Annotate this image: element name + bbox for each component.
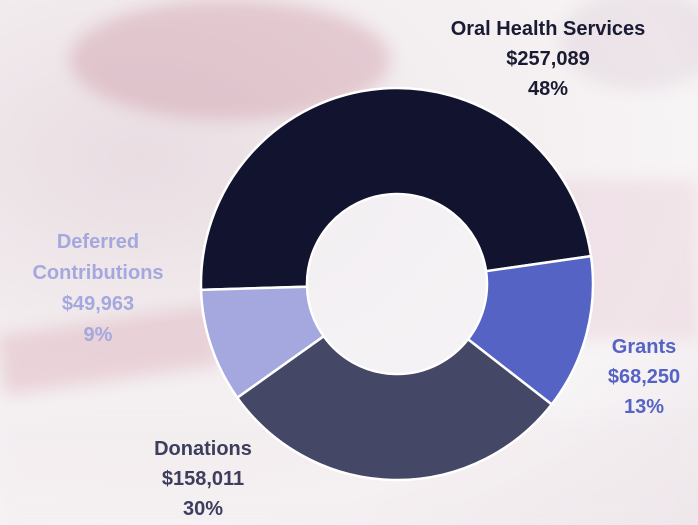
value-label: $68,250 xyxy=(607,366,681,388)
category-name: Deferred Contributions xyxy=(32,231,164,284)
category-name: Grants xyxy=(611,336,677,358)
category-name: Oral Health Services xyxy=(450,18,646,40)
donut-slice xyxy=(235,334,554,482)
share-label: 13% xyxy=(623,396,665,418)
donut-slice xyxy=(199,285,326,400)
value-label: $49,963 xyxy=(61,293,135,315)
category-name: Donations xyxy=(154,438,252,460)
donut-slice xyxy=(199,86,593,292)
value-label: $257,089 xyxy=(506,48,590,70)
share-label: 30% xyxy=(182,498,224,520)
slice-label: Grants $68,250 13% xyxy=(584,332,698,422)
slice-label: Oral Health Services $257,089 48% xyxy=(398,14,698,104)
donut-hole xyxy=(308,195,486,373)
slice-label: Donations $158,011 30% xyxy=(103,434,303,524)
value-label: $158,011 xyxy=(161,468,245,490)
slice-label: Deferred Contributions $49,963 9% xyxy=(13,227,183,351)
share-label: 9% xyxy=(83,324,113,346)
share-label: 48% xyxy=(527,78,569,100)
